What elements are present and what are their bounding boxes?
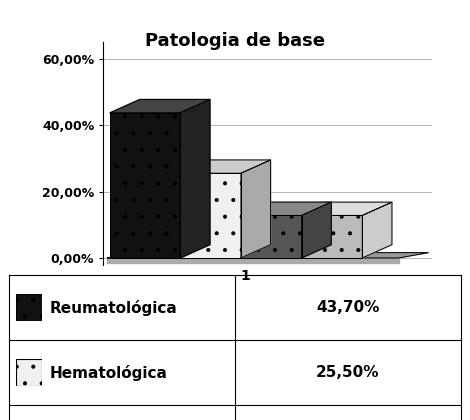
Text: 43,70%: 43,70%	[316, 300, 379, 315]
Text: Reumatológica: Reumatológica	[49, 299, 177, 316]
Text: Patologia de base: Patologia de base	[145, 32, 325, 50]
Polygon shape	[292, 202, 392, 215]
Polygon shape	[241, 160, 271, 258]
Bar	[232, 215, 302, 258]
Polygon shape	[110, 100, 210, 113]
Bar	[171, 173, 241, 258]
Polygon shape	[302, 202, 331, 258]
Polygon shape	[362, 202, 392, 258]
Polygon shape	[180, 100, 210, 258]
Bar	[292, 215, 362, 258]
Polygon shape	[171, 160, 271, 173]
Text: 25,50%: 25,50%	[316, 365, 380, 380]
Polygon shape	[232, 202, 331, 215]
Polygon shape	[108, 253, 428, 258]
Text: Hematológica: Hematológica	[49, 365, 167, 381]
Bar	[110, 113, 180, 258]
Polygon shape	[108, 258, 399, 263]
